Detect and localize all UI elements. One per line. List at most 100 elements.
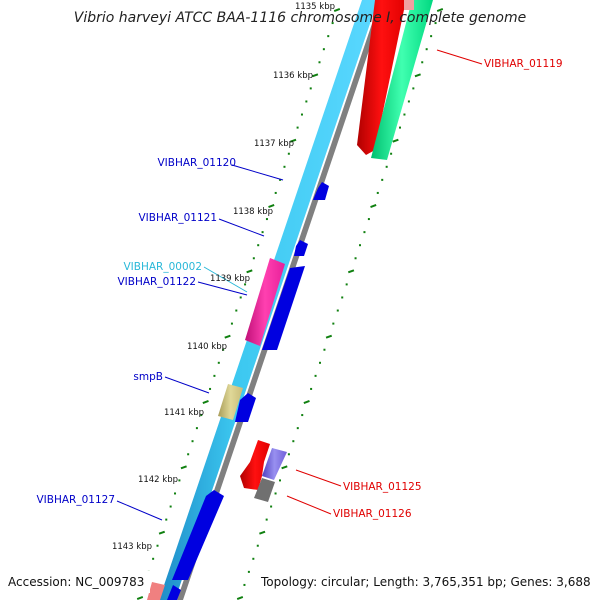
minor-tick <box>381 178 384 181</box>
gene-labels-left: VIBHAR_01120 VIBHAR_01121 VIBHAR_00002 V… <box>36 157 236 506</box>
minor-tick <box>265 518 268 521</box>
minor-tick <box>425 48 428 51</box>
footer-bg-left <box>0 571 150 593</box>
minor-tick <box>247 570 250 573</box>
gene-label-vibhar-01121: VIBHAR_01121 <box>138 212 217 224</box>
minor-tick <box>318 61 321 64</box>
scale-label-1141: 1141 kbp <box>164 408 204 418</box>
genome-summary-text: Topology: circular; Length: 3,765,351 bp… <box>260 575 591 589</box>
leader-line <box>286 495 332 515</box>
minor-tick <box>341 296 344 299</box>
map-title: Vibrio harveyi ATCC BAA-1116 chromosome … <box>74 10 526 26</box>
accession-text: Accession: NC_009783 <box>8 575 144 589</box>
scale-label-1142: 1142 kbp <box>138 475 178 485</box>
minor-tick <box>430 35 433 38</box>
major-tick <box>414 73 421 78</box>
scale-label-1143: 1143 kbp <box>112 542 152 552</box>
minor-tick <box>322 48 325 51</box>
minor-tick <box>156 544 159 547</box>
minor-tick <box>305 100 308 103</box>
minor-tick <box>213 374 216 377</box>
major-tick <box>436 8 444 12</box>
minor-tick <box>270 505 273 508</box>
minor-tick <box>261 231 264 234</box>
scale-label-1137: 1137 kbp <box>254 139 294 149</box>
minor-tick <box>257 244 260 247</box>
leader-line-cyan <box>203 266 248 293</box>
minor-tick <box>385 165 388 168</box>
minor-tick <box>252 557 255 560</box>
minor-tick <box>191 440 194 443</box>
gene-vibhar-00002-magenta <box>245 258 285 346</box>
minor-tick <box>287 152 290 155</box>
leader-line <box>116 500 163 521</box>
gene-label-vibhar-01122: VIBHAR_01122 <box>117 276 196 288</box>
minor-tick <box>301 414 304 417</box>
minor-tick <box>403 113 406 116</box>
gene-vibhar-01125-purple <box>262 448 287 480</box>
gene-label-vibhar-01120: VIBHAR_01120 <box>157 157 236 169</box>
cds-segment <box>294 240 308 256</box>
major-tick <box>347 269 355 274</box>
gene-pink-top <box>404 0 414 10</box>
minor-tick <box>354 257 357 260</box>
cds-segment <box>167 585 181 600</box>
minor-tick <box>332 322 335 325</box>
minor-tick <box>309 87 312 90</box>
major-tick <box>268 204 275 208</box>
minor-tick <box>279 178 282 181</box>
cds-segment <box>262 266 305 350</box>
minor-tick <box>195 427 198 430</box>
minor-tick <box>292 440 295 443</box>
minor-tick <box>367 218 370 221</box>
minor-tick <box>178 479 181 482</box>
minor-tick <box>209 387 212 390</box>
footer-bg-right <box>255 571 600 593</box>
scale-label-1139: 1139 kbp <box>210 274 250 284</box>
minor-tick <box>235 309 238 312</box>
major-tick <box>202 400 209 404</box>
scale-ticks-right <box>236 8 444 600</box>
minor-tick <box>359 244 361 247</box>
gene-label-vibhar-00002: VIBHAR_00002 <box>123 261 202 273</box>
gene-label-vibhar-01119: VIBHAR_01119 <box>484 58 563 70</box>
gene-vibhar-01126-grey <box>254 478 275 502</box>
gene-label-smpb: smpB <box>133 371 163 383</box>
major-tick <box>370 204 377 208</box>
major-tick <box>333 8 341 12</box>
gene-vibhar-01119-red <box>357 0 406 155</box>
major-tick <box>303 400 310 404</box>
major-tick <box>136 596 144 600</box>
minor-tick <box>296 126 299 129</box>
gene-pink-bottom <box>147 582 165 600</box>
major-tick <box>158 530 166 535</box>
leader-line <box>218 218 265 237</box>
minor-tick <box>279 479 281 482</box>
scale-labels: 1135 kbp 1136 kbp 1137 kbp 1138 kbp 1139… <box>112 2 335 552</box>
leader-line <box>197 281 248 296</box>
gene-green <box>371 0 433 160</box>
major-tick <box>236 596 244 600</box>
leader-line <box>231 164 284 181</box>
minor-tick <box>252 257 255 260</box>
leader-line <box>295 469 342 487</box>
minor-tick <box>336 309 339 312</box>
minor-tick <box>243 583 246 586</box>
scale-label-1138: 1138 kbp <box>233 207 273 217</box>
cds-blue-segments <box>167 182 329 600</box>
minor-tick <box>165 518 168 521</box>
minor-tick <box>152 557 155 560</box>
major-tick <box>325 334 333 339</box>
gene-smpb-khaki <box>218 384 243 420</box>
major-tick <box>290 138 297 143</box>
minor-tick <box>390 152 393 155</box>
minor-tick <box>217 361 220 364</box>
major-tick <box>224 334 231 339</box>
minor-tick <box>323 348 326 351</box>
gene-label-vibhar-01126: VIBHAR_01126 <box>333 508 412 520</box>
major-tick <box>259 530 266 535</box>
minor-tick <box>244 283 247 286</box>
minor-tick <box>274 492 277 495</box>
minor-tick <box>310 387 313 390</box>
